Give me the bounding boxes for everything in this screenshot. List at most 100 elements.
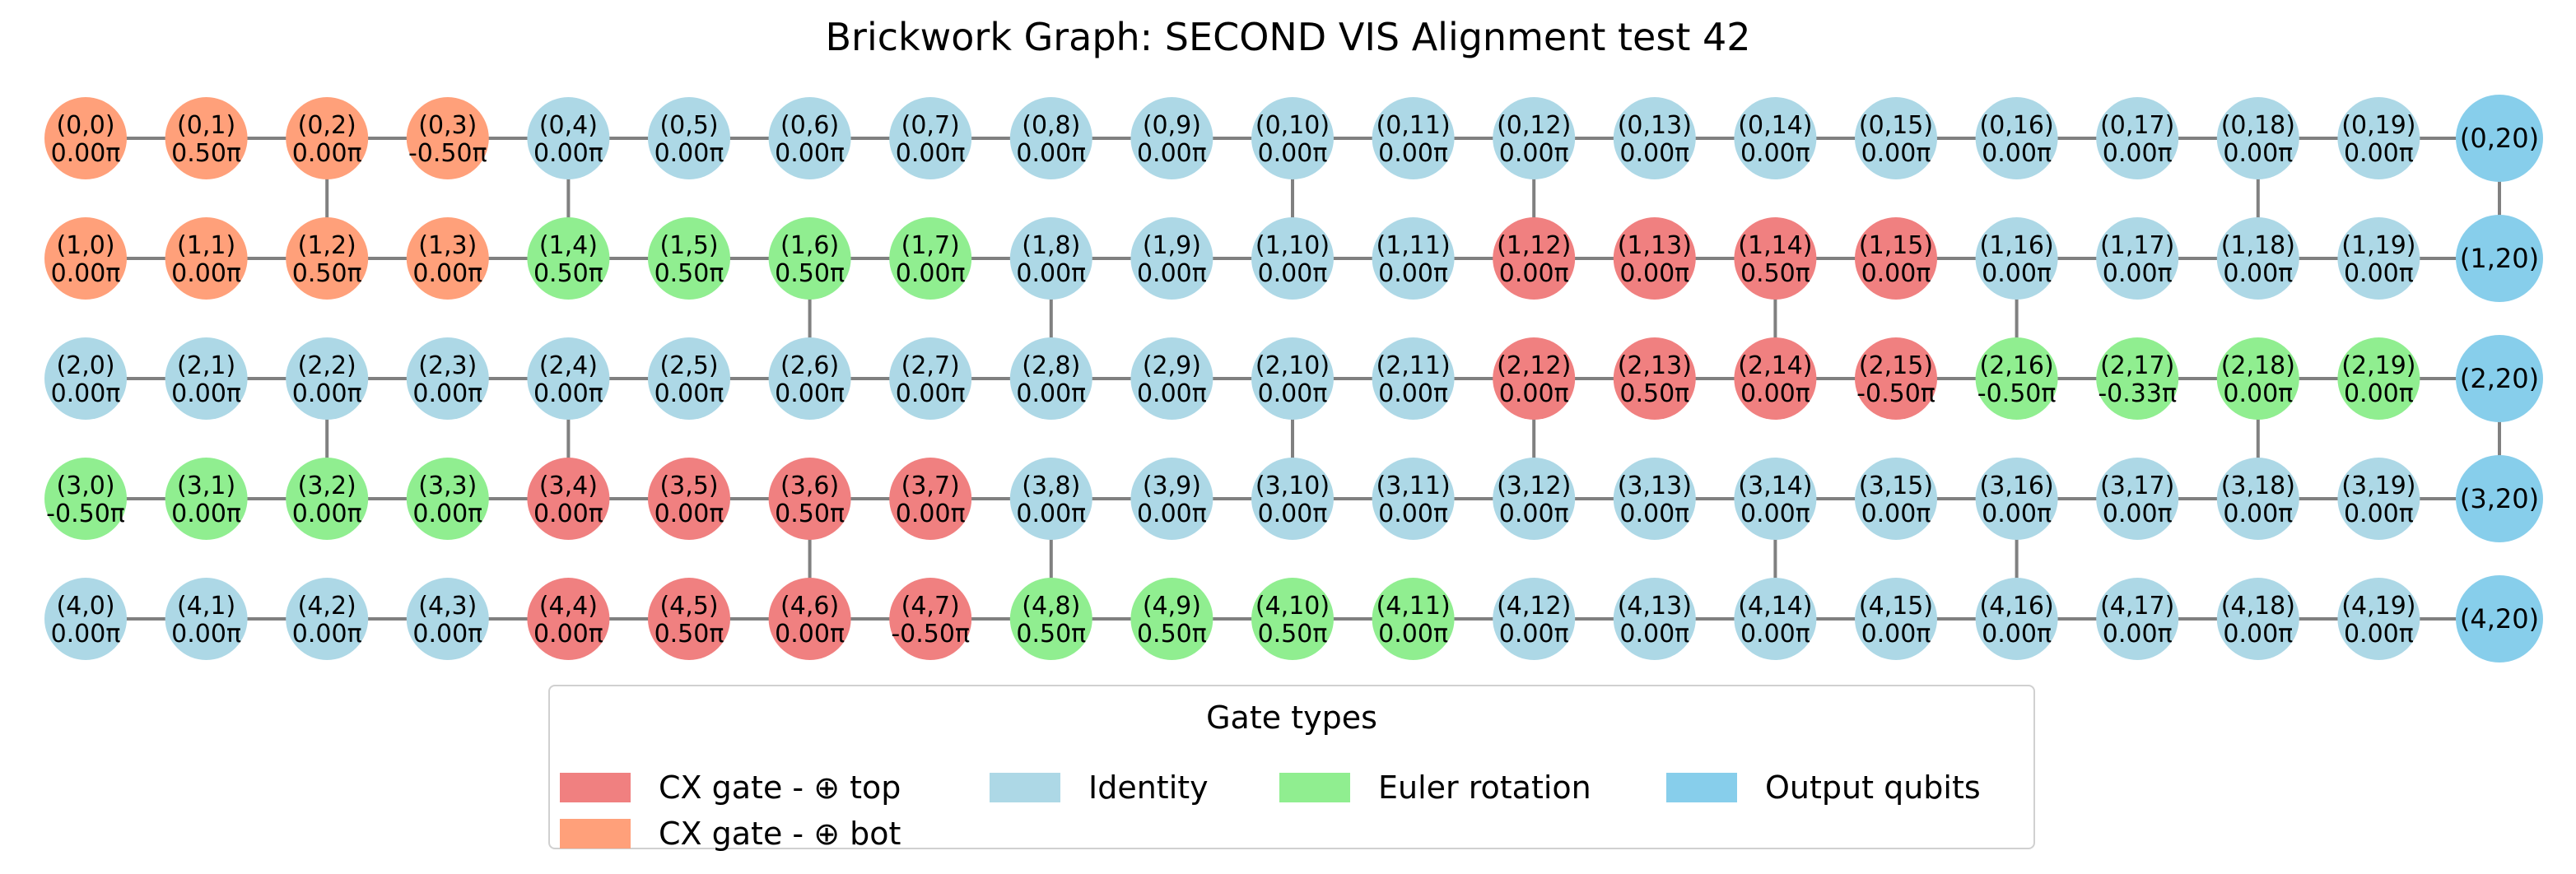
- graph-node: [1975, 578, 2058, 660]
- node-angle-label: 0.00π: [51, 379, 121, 408]
- node-coordinate-label: (2,17): [2100, 351, 2174, 380]
- node-coordinate-label: (3,18): [2221, 472, 2295, 500]
- graph-node: [286, 458, 369, 540]
- node-angle-label: 0.00π: [1258, 259, 1328, 288]
- node-angle-label: 0.50π: [171, 139, 241, 168]
- graph-node: [1975, 217, 2058, 300]
- node-coordinate-label: (2,3): [418, 351, 477, 380]
- node-angle-label: 0.00π: [1016, 139, 1086, 168]
- legend-swatch-cx-bot: [560, 819, 631, 848]
- graph-node: [648, 337, 730, 420]
- node-angle-label: 0.00π: [775, 379, 845, 408]
- graph-node: [1734, 458, 1817, 540]
- legend-label-cx-top: CX gate - ⊕ top: [659, 769, 901, 806]
- node-coordinate-label: (2,4): [539, 351, 598, 380]
- node-coordinate-label: (1,1): [177, 231, 235, 260]
- node-coordinate-label: (2,11): [1376, 351, 1450, 380]
- node-angle-label: 0.00π: [1258, 500, 1328, 528]
- graph-node: [1734, 337, 1817, 420]
- legend-item-euler: Euler rotation: [1279, 767, 1591, 808]
- node-angle-label: 0.00π: [2103, 500, 2173, 528]
- node-coordinate-label: (2,6): [780, 351, 839, 380]
- node-coordinate-label: (0,18): [2221, 111, 2295, 140]
- node-angle-label: 0.50π: [533, 259, 603, 288]
- graph-node: [2216, 217, 2299, 300]
- node-angle-label: 0.00π: [1982, 620, 2052, 649]
- node-angle-label: 0.00π: [896, 139, 966, 168]
- graph-node: [1613, 458, 1696, 540]
- node-coordinate-label: (3,3): [418, 472, 477, 500]
- output-qubit-node: [2456, 335, 2543, 422]
- graph-node: [406, 458, 489, 540]
- graph-node: [1493, 217, 1576, 300]
- node-angle-label: 0.00π: [1982, 259, 2052, 288]
- node-coordinate-label: (2,19): [2341, 351, 2415, 380]
- node-coordinate-label: (0,9): [1143, 111, 1201, 140]
- node-coordinate-label: (2,13): [1618, 351, 1692, 380]
- graph-node: [1493, 337, 1576, 420]
- graph-nodes: (0,0)0.00π(0,1)0.50π(0,2)0.00π(0,3)-0.50…: [44, 95, 2543, 662]
- node-angle-label: 0.50π: [1137, 620, 1207, 649]
- node-angle-label: 0.50π: [1619, 379, 1689, 408]
- graph-node: [1855, 458, 1937, 540]
- node-angle-label: 0.00π: [775, 620, 845, 649]
- node-coordinate-label: (0,19): [2341, 111, 2415, 140]
- node-coordinate-label: (0,14): [1738, 111, 1812, 140]
- node-angle-label: 0.00π: [51, 620, 121, 649]
- graph-node: [44, 458, 127, 540]
- node-angle-label: 0.00π: [1740, 379, 1810, 408]
- graph-node: [1130, 217, 1213, 300]
- node-coordinate-label: (4,15): [1859, 592, 1933, 621]
- node-angle-label: 0.00π: [2344, 379, 2414, 408]
- output-qubit-node: [2456, 95, 2543, 182]
- graph-node: [2216, 458, 2299, 540]
- graph-node: [1251, 578, 1334, 660]
- node-angle-label: 0.00π: [1861, 259, 1931, 288]
- graph-node: [1975, 337, 2058, 420]
- node-angle-label: 0.00π: [1619, 500, 1689, 528]
- graph-node: [1855, 217, 1937, 300]
- node-coordinate-label: (1,14): [1738, 231, 1812, 260]
- node-coordinate-label: (2,14): [1738, 351, 1812, 380]
- node-coordinate-label: (0,4): [539, 111, 598, 140]
- node-coordinate-label: (0,3): [418, 111, 477, 140]
- node-coordinate-label: (3,15): [1859, 472, 1933, 500]
- node-angle-label: 0.00π: [412, 379, 482, 408]
- node-angle-label: -0.33π: [2098, 379, 2177, 408]
- graph-node: [1251, 97, 1334, 179]
- graph-node: [2216, 578, 2299, 660]
- graph-node: [286, 578, 369, 660]
- legend-item-output: Output qubits: [1666, 767, 1981, 808]
- legend-item-identity: Identity: [990, 767, 1209, 808]
- graph-node: [648, 578, 730, 660]
- node-coordinate-label: (3,19): [2341, 472, 2415, 500]
- graph-node: [648, 458, 730, 540]
- node-angle-label: 0.00π: [1137, 379, 1207, 408]
- output-qubit-node: [2456, 215, 2543, 302]
- graph-node: [44, 337, 127, 420]
- graph-node: [1372, 97, 1455, 179]
- node-angle-label: 0.00π: [1016, 500, 1086, 528]
- graph-node: [527, 217, 610, 300]
- node-coordinate-label: (3,12): [1497, 472, 1571, 500]
- node-angle-label: 0.00π: [533, 139, 603, 168]
- legend-swatch-identity: [990, 773, 1060, 802]
- node-coordinate-label: (1,15): [1859, 231, 1933, 260]
- node-angle-label: 0.00π: [1982, 500, 2052, 528]
- node-angle-label: 0.00π: [2344, 620, 2414, 649]
- node-angle-label: 0.00π: [171, 620, 241, 649]
- node-angle-label: 0.00π: [1258, 139, 1328, 168]
- graph-node: [1009, 337, 1092, 420]
- graph-node: [1251, 217, 1334, 300]
- node-angle-label: 0.00π: [2223, 500, 2293, 528]
- legend-title: Gate types: [1206, 700, 1377, 736]
- node-angle-label: 0.00π: [1740, 500, 1810, 528]
- graph-node: [165, 337, 248, 420]
- output-node-label: (2,20): [2460, 363, 2539, 394]
- node-coordinate-label: (3,11): [1376, 472, 1450, 500]
- node-angle-label: 0.00π: [292, 379, 362, 408]
- graph-node: [165, 97, 248, 179]
- graph-node: [406, 217, 489, 300]
- legend-label-cx-bot: CX gate - ⊕ bot: [659, 816, 901, 852]
- node-angle-label: 0.00π: [896, 500, 966, 528]
